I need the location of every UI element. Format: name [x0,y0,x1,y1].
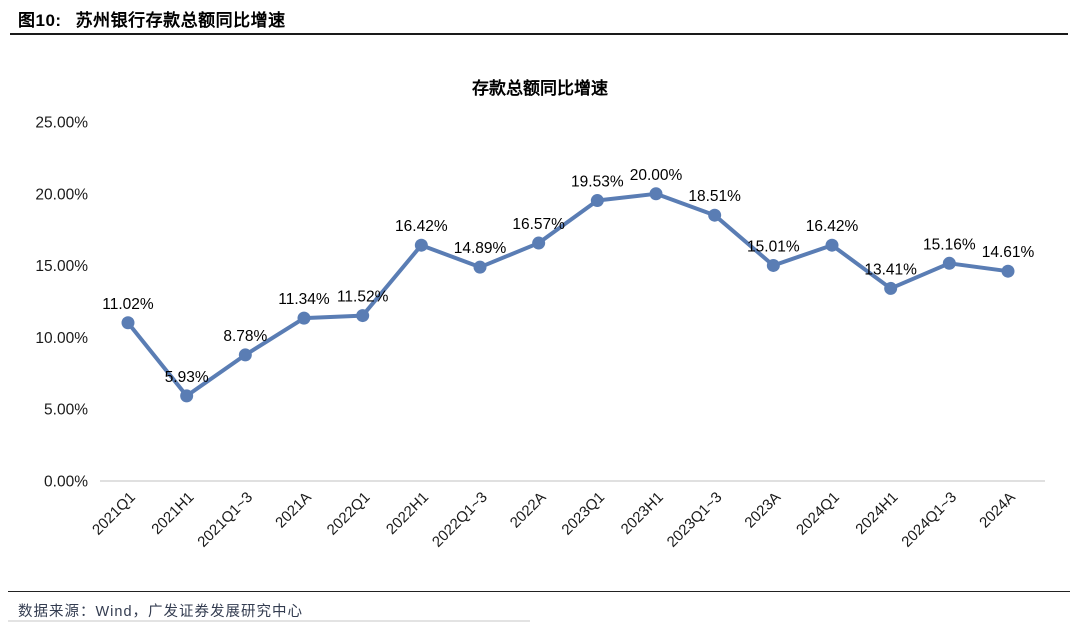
data-point-label: 14.61% [982,244,1035,261]
footer-divider [8,591,1070,592]
data-point-label: 15.16% [923,236,976,253]
x-axis-tick-label: 2024Q1~3 [898,489,960,551]
data-point-marker [1001,264,1015,278]
data-point-marker [473,260,487,274]
chart-title: 存款总额同比增速 [472,79,608,98]
data-point-label: 5.93% [165,369,209,386]
data-point-label: 19.53% [571,174,624,191]
data-point-marker [532,236,546,250]
x-axis-tick-label: 2024H1 [852,489,901,538]
data-point-label: 15.01% [747,238,800,255]
header-divider [10,33,1068,35]
data-point-marker [649,187,663,201]
x-axis-tick-label: 2021A [272,489,315,532]
y-axis-tick-label: 20.00% [35,186,88,203]
data-point-marker [297,311,311,325]
x-axis-tick-label: 2022H1 [383,489,432,538]
data-point-label: 14.89% [454,240,507,257]
data-point-marker [766,258,780,272]
figure-label: 图10: [18,11,62,30]
x-axis-tick-label: 2024A [976,489,1019,532]
y-axis-tick-label: 5.00% [44,402,88,419]
y-axis-tick-label: 0.00% [44,474,88,491]
deposit-growth-line-chart: 0.00% 5.00% 10.00% 15.00% 20.00% 25.00% 2021Q1… [35,115,1045,551]
data-point-marker [414,238,428,252]
y-axis-tick-label: 10.00% [35,330,88,347]
data-point-label: 20.00% [630,167,683,184]
data-point-label: 16.42% [395,218,448,235]
x-axis-tick-label: 2022A [507,489,550,532]
x-axis-tick-label: 2021Q1 [89,489,139,539]
data-point-marker [121,316,135,330]
data-point-label: 16.42% [806,218,859,235]
data-point-label: 16.57% [512,216,565,233]
y-axis-tick-label: 15.00% [35,258,88,275]
x-axis-tick-label: 2022Q1~3 [429,489,491,551]
data-point-marker [180,389,194,403]
deposit-growth-line [126,191,1011,398]
data-point-marker [356,309,370,323]
x-axis-tick-label: 2022Q1 [324,489,374,539]
data-point-label: 8.78% [223,328,267,345]
page-bottom-faint-line [8,620,530,622]
x-axis-tick-label: 2023A [741,489,784,532]
data-point-label: 11.02% [102,296,154,313]
data-point-label: 13.41% [864,261,917,278]
data-point-marker [590,194,604,208]
x-axis-tick-label: 2023H1 [618,489,667,538]
x-axis-tick-label: 2023Q1 [558,489,608,539]
x-axis-tick-label: 2021Q1~3 [194,489,256,551]
x-axis-tick-label: 2023Q1~3 [664,489,726,551]
data-point-label: 11.34% [278,291,330,308]
data-point-marker [884,281,898,295]
x-axis-tick-label: 2024Q1 [793,489,843,539]
data-point-marker [708,208,722,222]
data-point-label: 11.52% [337,289,389,306]
data-point-marker [238,348,252,362]
figure-header: 图10: 苏州银行存款总额同比增速 [18,6,286,31]
data-point-marker [825,238,839,252]
data-source: 数据来源：Wind，广发证券发展研究中心 [18,604,304,620]
data-point-marker [942,256,956,270]
figure-title: 苏州银行存款总额同比增速 [75,11,286,30]
y-axis-tick-label: 25.00% [35,115,88,132]
x-axis-tick-label: 2021H1 [148,489,197,538]
data-point-label: 18.51% [688,188,741,205]
